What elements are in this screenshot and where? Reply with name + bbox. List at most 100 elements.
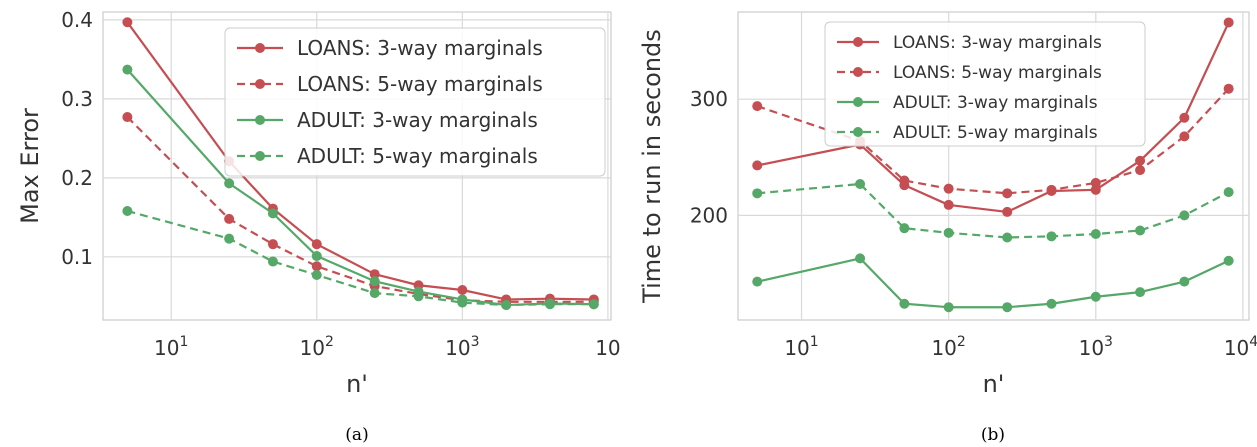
y-tick-label: 0.2 <box>61 166 93 190</box>
data-point <box>122 17 133 28</box>
x-tick-base: 10 <box>300 336 325 360</box>
data-point <box>1002 188 1013 199</box>
legend-label: ADULT: 3-way marginals <box>297 108 538 132</box>
x-tick-base: 10 <box>595 336 620 360</box>
series-line <box>757 21 1230 214</box>
x-tick-base: 10 <box>931 336 956 360</box>
data-point <box>501 299 512 310</box>
series-line <box>126 21 594 301</box>
data-point <box>369 276 380 287</box>
x-tick-exponent: 3 <box>1104 334 1113 350</box>
y-tick-label: 0.3 <box>61 87 93 111</box>
data-point <box>943 183 954 194</box>
data-point <box>1135 155 1146 166</box>
series-line <box>756 87 1230 195</box>
y-tick-label: 200 <box>690 203 728 227</box>
data-point <box>1179 131 1190 142</box>
x-tick-label: 103 <box>445 334 479 360</box>
legend-label: LOANS: 3-way marginals <box>893 33 1102 53</box>
series-line <box>126 68 594 307</box>
legend-marker <box>255 151 265 161</box>
panel-caption: (b) <box>981 425 1005 445</box>
data-point <box>1135 225 1146 236</box>
data-point <box>544 299 555 310</box>
data-point <box>369 269 380 280</box>
data-point <box>311 261 322 272</box>
data-point <box>122 112 133 123</box>
data-point <box>224 233 235 244</box>
data-point <box>1002 302 1013 313</box>
data-point <box>1135 287 1146 298</box>
data-point <box>1179 112 1190 123</box>
x-tick-label: 104 <box>1224 334 1257 360</box>
x-tick-label: 101 <box>784 334 818 360</box>
legend-label: ADULT: 5-way marginals <box>893 123 1098 143</box>
x-tick-label: 102 <box>931 334 965 360</box>
legend-marker <box>853 67 863 77</box>
data-point <box>752 276 763 287</box>
data-point <box>943 199 954 210</box>
legend-marker <box>853 97 863 107</box>
legend-label: LOANS: 5-way marginals <box>297 72 543 96</box>
legend-marker <box>255 43 265 53</box>
y-tick-label: 300 <box>690 87 728 111</box>
data-point <box>1223 17 1234 28</box>
data-point <box>588 299 599 310</box>
data-point <box>267 208 278 219</box>
x-axis-label: n' <box>983 370 1005 398</box>
data-point <box>1090 291 1101 302</box>
data-point <box>1090 184 1101 195</box>
data-point <box>311 251 322 262</box>
x-tick-label: 103 <box>1079 334 1113 360</box>
data-point <box>1179 210 1190 221</box>
y-tick-label: 0.4 <box>61 8 93 32</box>
x-axis-label: n' <box>346 370 368 398</box>
data-point <box>311 269 322 280</box>
data-point <box>311 239 322 250</box>
x-tick-exponent: 4 <box>1249 334 1257 350</box>
series-line <box>757 182 1230 239</box>
data-point <box>1090 177 1101 188</box>
legend-label: LOANS: 5-way marginals <box>893 63 1102 83</box>
x-tick-base: 10 <box>784 336 809 360</box>
data-point <box>267 239 278 250</box>
legend-marker <box>853 127 863 137</box>
series-line <box>126 116 594 303</box>
data-point <box>122 64 133 75</box>
x-tick-exponent: 2 <box>325 334 334 350</box>
data-point <box>369 288 380 299</box>
x-tick-exponent: 1 <box>810 334 819 350</box>
data-point <box>1090 228 1101 239</box>
data-point <box>943 227 954 238</box>
data-point <box>413 291 424 302</box>
legend-label: LOANS: 3-way marginals <box>297 36 543 60</box>
data-point <box>1223 83 1234 94</box>
x-tick-label: 101 <box>154 334 188 360</box>
data-point <box>1046 298 1057 309</box>
data-point <box>1223 187 1234 198</box>
data-point <box>899 223 910 234</box>
data-point <box>457 284 468 295</box>
data-point <box>1135 165 1146 176</box>
legend-marker <box>853 37 863 47</box>
series-line <box>756 257 1230 309</box>
data-point <box>752 101 763 112</box>
data-point <box>1002 206 1013 217</box>
legend-box <box>824 21 1146 147</box>
data-point <box>457 297 468 308</box>
data-point <box>224 213 235 224</box>
x-tick-base: 10 <box>1079 336 1104 360</box>
x-tick-exponent: 3 <box>471 334 480 350</box>
legend-marker <box>255 115 265 125</box>
data-point <box>267 256 278 267</box>
data-point <box>1046 231 1057 242</box>
y-axis-label: Max Error <box>16 108 44 224</box>
x-tick-base: 10 <box>445 336 470 360</box>
data-point <box>752 160 763 171</box>
series-line <box>127 209 594 307</box>
x-tick-label: 102 <box>300 334 334 360</box>
y-tick-label: 0.1 <box>61 245 93 269</box>
